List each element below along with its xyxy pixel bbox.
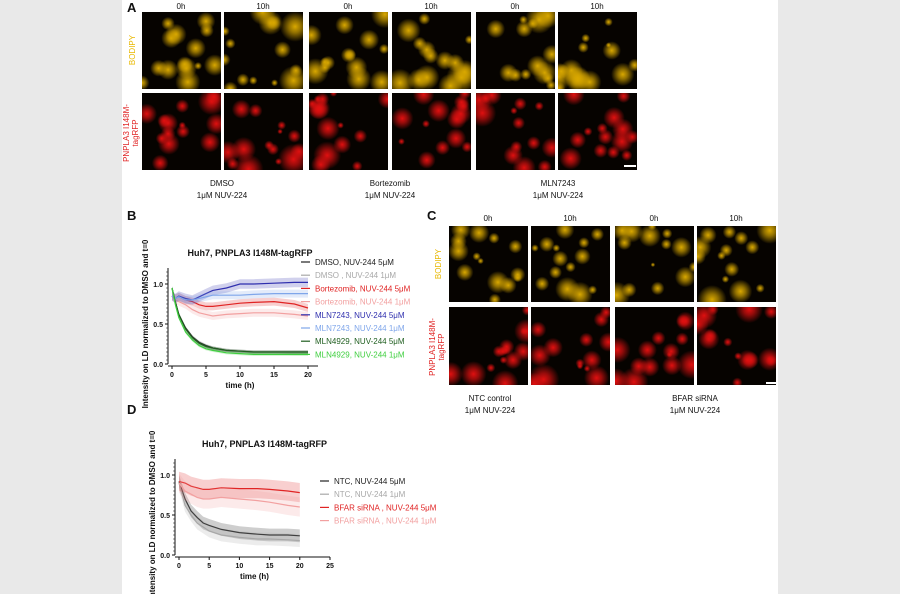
x-tick-label: 10 — [236, 563, 244, 570]
time-label: 10h — [256, 2, 270, 11]
x-axis-label: time (h) — [240, 572, 269, 581]
time-label: 0h — [176, 2, 186, 11]
series-line-5 — [171, 293, 308, 301]
series-line-7 — [171, 287, 308, 355]
legend-label: MLN4929, NUV-244 5μM — [315, 337, 405, 346]
legend-label: BFAR siRNA , NUV-244 5μM — [334, 503, 437, 512]
bodipy-image — [224, 12, 303, 89]
time-label: 10h — [729, 214, 743, 223]
error-band — [179, 476, 300, 547]
rfp-image — [309, 93, 388, 170]
time-label: 10h — [590, 2, 604, 11]
legend-label: DMSO , NUV-244 1μM — [315, 271, 396, 280]
x-axis-label: time (h) — [226, 381, 255, 390]
rfp-image — [558, 93, 637, 170]
series-line-2 — [178, 480, 300, 494]
scale-bar — [624, 165, 636, 167]
legend-label: MLN7243, NUV-244 5μM — [315, 311, 405, 320]
y-axis-label: Intensity on LD normalized to DMSO and t… — [141, 239, 150, 408]
caption-bfar: BFAR siRNA 1μM NUV-224 — [669, 394, 721, 415]
legend-label: NTC, NUV-244 5μM — [334, 477, 406, 486]
rfp-image — [697, 307, 776, 385]
panel-d-label: D — [127, 402, 137, 417]
x-tick-label: 20 — [304, 372, 312, 379]
y-axis-label: Intensity on LD normalized to DMSO and t… — [148, 430, 157, 594]
legend-label: Bortezomib, NUV-244 1μM — [315, 298, 411, 307]
bodipy-image — [476, 12, 555, 89]
legend-label: NTC, NUV-244 1μM — [334, 490, 406, 499]
series-line-1 — [171, 287, 308, 355]
time-label: 10h — [424, 2, 438, 11]
series-line-4 — [171, 281, 308, 301]
rfp-image — [142, 93, 221, 170]
caption-ntc: NTC control 1μM NUV-224 — [464, 394, 516, 415]
rfp-image — [449, 307, 528, 385]
error-band — [172, 277, 308, 305]
time-label: 10h — [563, 214, 577, 223]
panel-a-label: A — [127, 0, 137, 15]
time-label: 0h — [343, 2, 353, 11]
y-tick-label: 0.0 — [153, 362, 163, 369]
bodipy-image — [697, 226, 776, 302]
series-line-6 — [171, 287, 308, 353]
legend-label: MLN7243, NUV-244 1μM — [315, 324, 405, 333]
bodipy-image — [531, 226, 610, 302]
series-line-1 — [178, 482, 300, 542]
legend-label: BFAR siRNA , NUV-244 1μM — [334, 517, 437, 526]
bodipy-image — [615, 226, 694, 302]
y-tick-label: 0.0 — [160, 553, 170, 560]
x-tick-label: 0 — [170, 372, 174, 379]
bodipy-image — [309, 12, 388, 89]
x-tick-label: 0 — [177, 563, 181, 570]
bodipy-image — [449, 226, 528, 302]
chart-title: Huh7, PNPLA3 I148M-tagRFP — [202, 439, 327, 449]
rfp-image — [531, 307, 610, 385]
y-tick-label: 0.5 — [160, 513, 170, 520]
series-line-0 — [178, 481, 300, 537]
time-label: 0h — [510, 2, 520, 11]
legend-label: DMSO, NUV-244 5μM — [315, 258, 394, 267]
time-label: 0h — [649, 214, 659, 223]
x-tick-label: 10 — [236, 372, 244, 379]
rfp-image — [224, 93, 303, 170]
caption-mln7243: MLN7243 1μM NUV-224 — [532, 179, 584, 200]
legend-label: MLN4929, NUV-244 1μM — [315, 350, 405, 359]
rfp-image — [392, 93, 471, 170]
x-tick-label: 5 — [204, 372, 208, 379]
x-tick-label: 15 — [266, 563, 274, 570]
chart-title: Huh7, PNPLA3 I148M-tagRFP — [187, 248, 312, 258]
scale-bar — [766, 382, 778, 384]
time-label: 0h — [483, 214, 493, 223]
rfp-image — [476, 93, 555, 170]
panel-c-label: C — [427, 208, 437, 223]
y-tick-label: 1.0 — [153, 282, 163, 289]
error-band — [179, 473, 300, 517]
x-tick-label: 5 — [207, 563, 211, 570]
x-tick-label: 15 — [270, 372, 278, 379]
error-band — [179, 471, 300, 503]
series-line-3 — [171, 295, 309, 317]
bodipy-image — [142, 12, 221, 89]
x-tick-label: 25 — [326, 563, 334, 570]
caption-dmso: DMSO 1μM NUV-224 — [196, 179, 248, 200]
bodipy-image — [392, 12, 471, 89]
y-tick-label: 1.0 — [160, 473, 170, 480]
rfp-image — [615, 307, 694, 385]
legend-label: Bortezomib, NUV-244 5μM — [315, 284, 411, 293]
panel-b-label: B — [127, 208, 137, 223]
series-line-3 — [178, 482, 300, 508]
x-tick-label: 20 — [296, 563, 304, 570]
y-tick-label: 0.5 — [153, 322, 163, 329]
bodipy-image — [558, 12, 637, 89]
caption-bortezomib: Bortezomib 1μM NUV-224 — [364, 179, 416, 200]
